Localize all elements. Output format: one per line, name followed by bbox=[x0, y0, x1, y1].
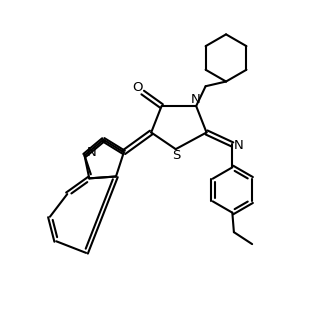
Text: S: S bbox=[172, 149, 180, 162]
Text: O: O bbox=[132, 81, 142, 94]
Text: N: N bbox=[234, 139, 244, 153]
Text: N: N bbox=[87, 146, 96, 159]
Text: N: N bbox=[191, 93, 200, 106]
